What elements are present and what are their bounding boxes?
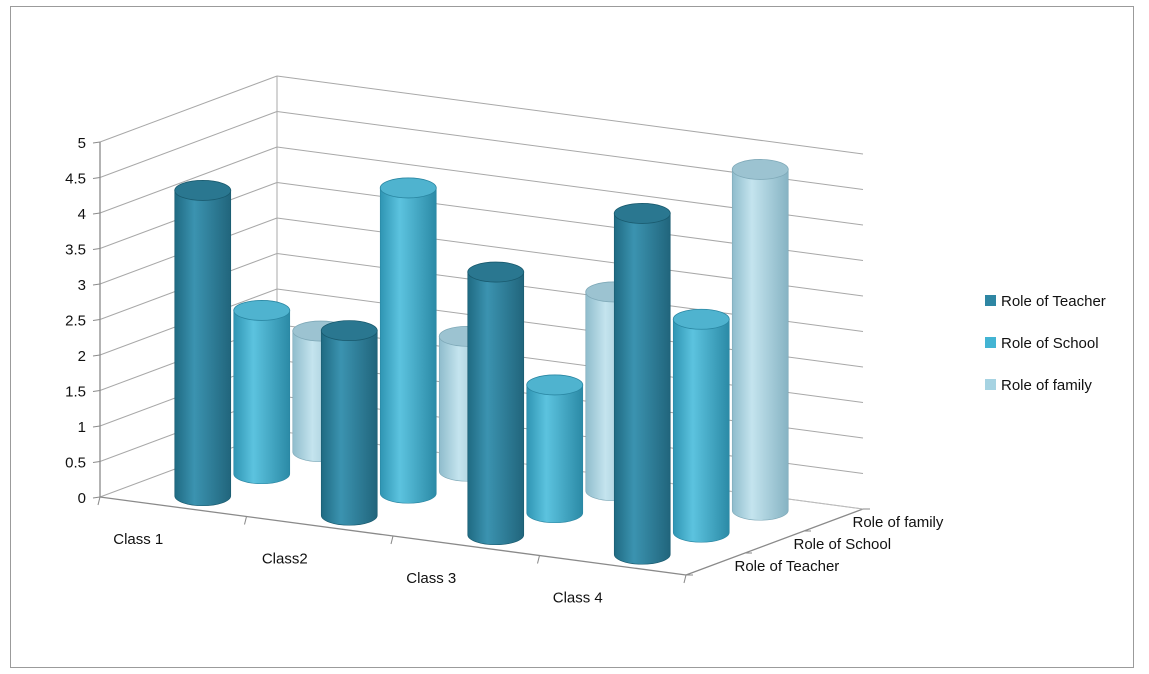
legend-swatch <box>985 379 996 390</box>
y-tick-label: 1 <box>78 419 86 436</box>
bar-body <box>731 169 789 521</box>
gridline-side <box>99 111 278 178</box>
bar-top <box>320 320 378 342</box>
chart-legend: Role of Teacher Role of School Role of fam… <box>985 293 1106 394</box>
chart-labels: 0 0.5 1 1.5 2 2.5 3 3.5 4 4.5 5 Class 1 Class2 Class … <box>65 135 944 606</box>
bar-body <box>233 310 291 485</box>
bar-body <box>467 271 525 546</box>
bar-top <box>467 261 525 283</box>
bar-1-1 <box>379 177 437 504</box>
depth-tick-label: Role of Teacher <box>735 558 840 575</box>
bar-top <box>613 203 671 224</box>
y-tick-label: 5 <box>78 135 86 152</box>
x-tick-mark <box>537 555 540 564</box>
y-tick-label: 4 <box>78 206 86 223</box>
bar-1-3 <box>672 308 730 543</box>
bar-0-3 <box>613 203 671 565</box>
bar-body <box>672 318 730 543</box>
depth-tick-label: Role of family <box>853 514 944 531</box>
x-tick-label: Class 4 <box>553 589 603 606</box>
bar-top <box>379 177 437 199</box>
bar-1-0 <box>233 300 291 485</box>
y-tick-mark <box>92 141 101 144</box>
bar-top <box>174 180 232 201</box>
y-tick-label: 1.5 <box>65 384 86 401</box>
legend-label: Role of family <box>1001 377 1092 394</box>
x-tick-label: Class 3 <box>406 570 456 587</box>
y-tick-label: 0.5 <box>65 455 86 472</box>
depth-tick-label: Role of School <box>794 536 892 553</box>
bar-body <box>613 213 671 565</box>
bar-body <box>379 187 437 504</box>
y-tick-label: 0 <box>78 490 86 507</box>
y-tick-label: 2.5 <box>65 313 86 330</box>
y-tick-mark <box>92 354 101 357</box>
legend-swatch <box>985 295 996 306</box>
legend-swatch <box>985 337 996 348</box>
y-tick-mark <box>92 319 101 321</box>
bar-0-0 <box>174 180 232 507</box>
x-tick-label: Class 1 <box>113 531 163 548</box>
x-tick-label: Class2 <box>262 550 308 567</box>
y-tick-label: 3.5 <box>65 242 86 259</box>
y-tick-mark <box>92 461 101 463</box>
y-tick-mark <box>92 248 101 250</box>
y-tick-mark <box>92 283 101 286</box>
depth-axis <box>685 508 864 576</box>
bar-top <box>233 300 291 321</box>
bar-body <box>174 190 232 507</box>
y-tick-mark <box>92 390 101 392</box>
bar-0-2 <box>467 261 525 546</box>
bar-1-2 <box>526 374 584 524</box>
bar-top <box>731 159 789 180</box>
y-tick-mark <box>92 212 101 215</box>
x-tick-mark <box>390 535 394 545</box>
x-tick-mark <box>244 516 247 525</box>
chart-bars <box>174 159 789 565</box>
bar-0-1 <box>320 320 378 526</box>
gridline-side <box>99 146 278 214</box>
x-tick-mark <box>97 496 101 506</box>
legend-label: Role of Teacher <box>1001 293 1106 310</box>
bar-body <box>320 330 378 526</box>
legend-label: Role of School <box>1001 335 1099 352</box>
bar-top <box>526 374 584 396</box>
y-tick-mark <box>92 496 101 499</box>
bar-top <box>672 308 730 330</box>
x-tick-mark <box>683 574 687 584</box>
bar-2-3 <box>731 159 789 521</box>
y-tick-label: 3 <box>78 277 86 294</box>
y-tick-mark <box>92 425 101 428</box>
gridline-back <box>276 75 864 155</box>
y-tick-label: 2 <box>78 348 86 365</box>
bar-body <box>526 384 584 524</box>
gridline-side <box>99 75 278 143</box>
y-tick-mark <box>92 177 101 179</box>
y-tick-label: 4.5 <box>65 171 86 188</box>
